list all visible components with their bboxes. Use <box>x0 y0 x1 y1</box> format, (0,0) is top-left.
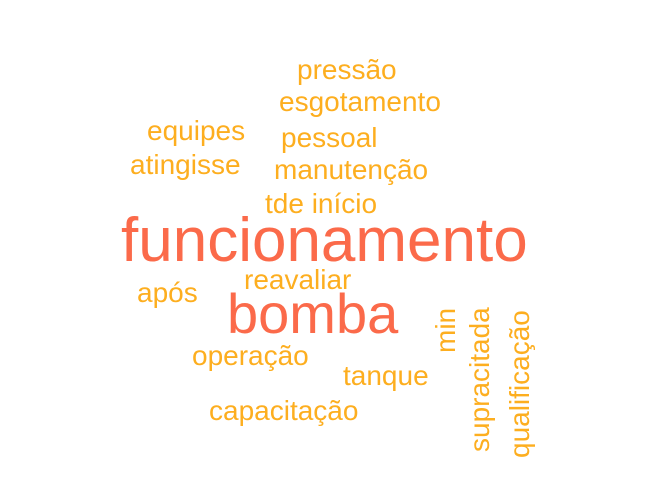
word-esgotamento: esgotamento <box>279 86 441 117</box>
word-qualificacao: qualificação <box>504 310 535 458</box>
word-manutencao: manutenção <box>274 154 429 185</box>
word-equipes: equipes <box>147 115 246 146</box>
word-atingisse: atingisse <box>130 149 241 180</box>
word-min: min <box>430 307 461 353</box>
word-capacitacao: capacitação <box>209 395 359 426</box>
word-apos: após <box>137 277 198 308</box>
word-reavaliar: reavaliar <box>244 264 352 295</box>
word-tde-inicio: tde início <box>265 188 378 219</box>
word-bomba: bomba <box>227 282 399 345</box>
word-operacao: operação <box>192 340 309 371</box>
word-supracitada: supracitada <box>464 307 495 452</box>
word-funcionamento: funcionamento <box>121 206 528 275</box>
word-pressao: pressão <box>297 54 397 85</box>
word-pessoal: pessoal <box>281 122 378 153</box>
word-tanque: tanque <box>343 360 429 391</box>
